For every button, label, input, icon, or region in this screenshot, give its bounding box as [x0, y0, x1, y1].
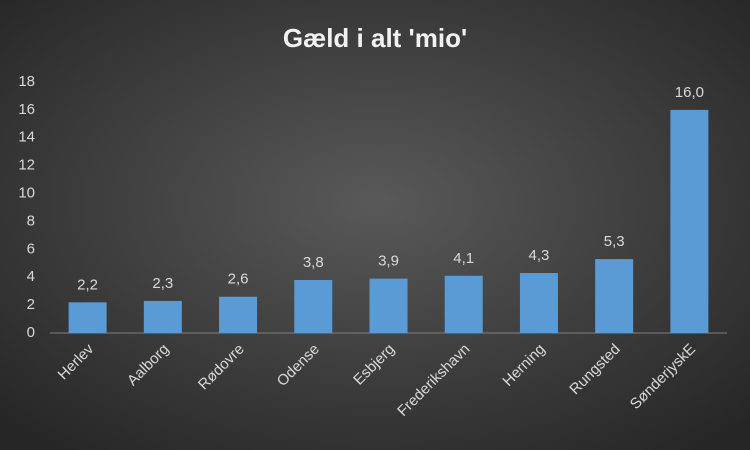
value-label: 16,0 — [675, 84, 704, 101]
y-tick-label: 14 — [18, 129, 35, 146]
value-label: 5,3 — [604, 233, 625, 250]
value-label: 4,1 — [453, 250, 474, 267]
y-tick-label: 10 — [18, 185, 35, 202]
bar — [294, 280, 333, 333]
y-tick-label: 6 — [27, 240, 35, 257]
value-label: 2,6 — [228, 271, 249, 288]
bar — [444, 275, 483, 333]
y-tick-label: 0 — [27, 324, 35, 341]
bar — [595, 259, 634, 333]
value-label: 3,9 — [378, 253, 399, 270]
y-tick-label: 16 — [18, 101, 35, 118]
value-label: 4,3 — [529, 247, 550, 264]
bar — [68, 302, 107, 333]
value-label: 2,3 — [152, 275, 173, 292]
y-tick-label: 18 — [18, 73, 35, 90]
bar — [519, 273, 558, 333]
bar — [219, 296, 258, 333]
y-tick-label: 8 — [27, 212, 35, 229]
bar — [670, 109, 709, 333]
y-tick-label: 4 — [27, 268, 35, 285]
value-label: 2,2 — [77, 276, 98, 293]
y-tick-label: 2 — [27, 296, 35, 313]
bar — [143, 300, 182, 333]
y-tick-label: 12 — [18, 157, 35, 174]
bar — [369, 278, 408, 333]
value-label: 3,8 — [303, 254, 324, 271]
chart-title: Gæld i alt 'mio' — [283, 23, 467, 53]
